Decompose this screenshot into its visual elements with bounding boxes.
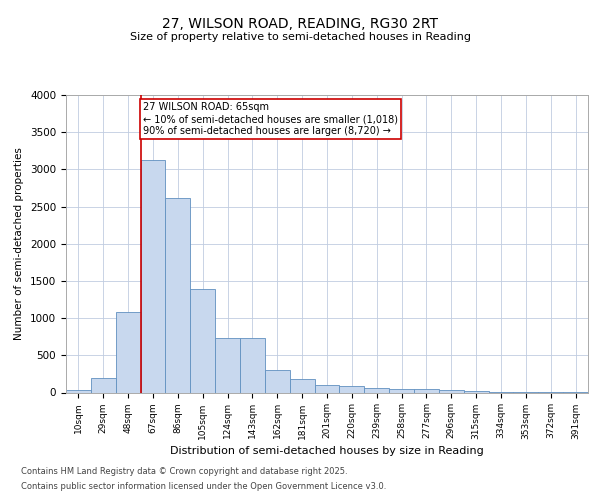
Y-axis label: Number of semi-detached properties: Number of semi-detached properties bbox=[14, 148, 25, 340]
Bar bbox=[265, 370, 290, 392]
Bar bbox=[314, 385, 340, 392]
X-axis label: Distribution of semi-detached houses by size in Reading: Distribution of semi-detached houses by … bbox=[170, 446, 484, 456]
Bar bbox=[166, 198, 190, 392]
Text: Contains public sector information licensed under the Open Government Licence v3: Contains public sector information licen… bbox=[21, 482, 386, 491]
Bar bbox=[414, 389, 439, 392]
Bar bbox=[439, 390, 464, 392]
Bar bbox=[91, 378, 116, 392]
Text: 27 WILSON ROAD: 65sqm
← 10% of semi-detached houses are smaller (1,018)
90% of s: 27 WILSON ROAD: 65sqm ← 10% of semi-deta… bbox=[143, 102, 398, 136]
Text: Contains HM Land Registry data © Crown copyright and database right 2025.: Contains HM Land Registry data © Crown c… bbox=[21, 467, 347, 476]
Bar bbox=[290, 380, 314, 392]
Bar bbox=[340, 386, 364, 392]
Bar bbox=[140, 160, 166, 392]
Bar bbox=[190, 289, 215, 393]
Bar bbox=[389, 389, 414, 392]
Text: Size of property relative to semi-detached houses in Reading: Size of property relative to semi-detach… bbox=[130, 32, 470, 42]
Bar bbox=[116, 312, 140, 392]
Bar bbox=[215, 338, 240, 392]
Bar bbox=[240, 338, 265, 392]
Bar bbox=[66, 390, 91, 392]
Text: 27, WILSON ROAD, READING, RG30 2RT: 27, WILSON ROAD, READING, RG30 2RT bbox=[162, 18, 438, 32]
Bar bbox=[364, 388, 389, 392]
